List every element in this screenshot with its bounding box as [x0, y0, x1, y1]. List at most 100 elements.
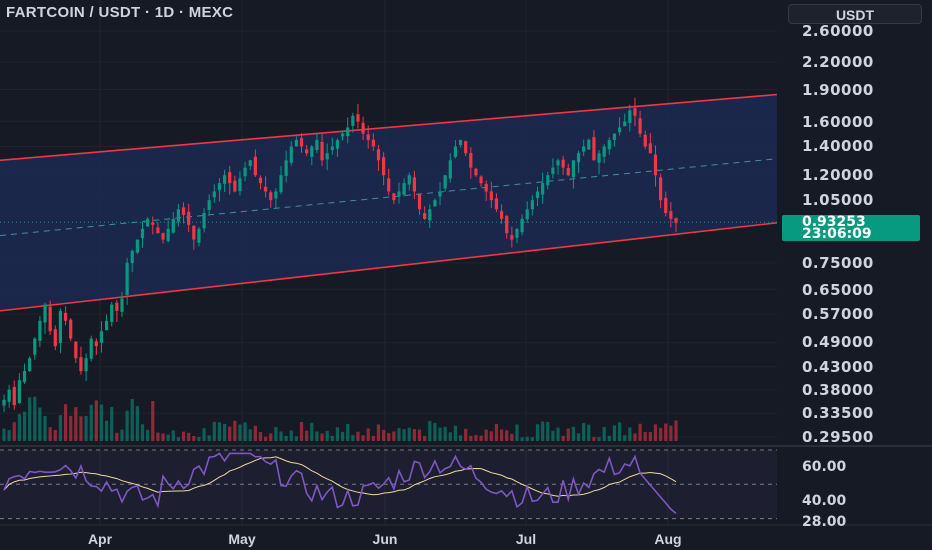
- candle-body: [335, 139, 340, 149]
- candle-body: [382, 157, 386, 176]
- candle-body: [458, 139, 463, 145]
- candle-body: [607, 139, 611, 150]
- volume-bar: [171, 430, 175, 441]
- candle-body: [274, 191, 278, 199]
- volume-bar: [469, 435, 473, 441]
- volume-bar: [335, 427, 340, 441]
- volume-bar: [181, 431, 186, 441]
- candle-body: [664, 197, 668, 214]
- volume-bar: [628, 427, 632, 441]
- candle-body: [361, 122, 365, 134]
- volume-bar: [110, 406, 114, 441]
- candle-body: [566, 168, 570, 176]
- price-tick-label: 1.40000: [802, 137, 874, 156]
- volume-bar: [566, 428, 570, 441]
- volume-bar: [371, 435, 375, 441]
- volume-bar: [233, 420, 237, 441]
- candle-body: [556, 160, 560, 166]
- volume-bar: [115, 432, 119, 441]
- volume-bar: [17, 414, 21, 441]
- volume-bar: [22, 411, 27, 441]
- volume-bar: [494, 424, 499, 441]
- volume-bar: [623, 435, 627, 441]
- candle-body: [146, 218, 150, 227]
- volume-bar: [602, 426, 606, 441]
- volume-bar: [43, 416, 47, 441]
- candle-body: [258, 177, 263, 184]
- volume-bar: [535, 424, 540, 441]
- volume-bar: [433, 423, 437, 441]
- candle-body: [659, 177, 663, 201]
- candle-body: [130, 250, 134, 264]
- volume-bar: [289, 430, 293, 441]
- volume-bar: [28, 397, 32, 441]
- volume-bar: [207, 435, 211, 441]
- volume-bar: [474, 434, 478, 441]
- candle-body: [248, 160, 252, 166]
- candle-body: [7, 389, 11, 402]
- volume-bar: [305, 430, 309, 441]
- volume-bar: [633, 433, 637, 441]
- candle-body: [120, 298, 124, 312]
- volume-bar: [412, 428, 416, 441]
- candle-body: [351, 115, 355, 126]
- candle-body: [79, 357, 83, 372]
- candle-body: [84, 358, 88, 372]
- volume-bar: [484, 429, 488, 441]
- volume-bar: [546, 421, 550, 441]
- volume-bar: [505, 430, 509, 441]
- candle-body: [94, 341, 98, 347]
- candle-body: [346, 127, 350, 137]
- volume-bar: [351, 435, 355, 441]
- candle-body: [38, 320, 42, 341]
- candle-body: [238, 178, 242, 192]
- volume-bar: [499, 429, 504, 441]
- candle-body: [366, 134, 370, 140]
- candle-body: [535, 191, 540, 199]
- volume-bar: [79, 416, 83, 441]
- volume-bar: [140, 424, 145, 441]
- volume-bar: [592, 437, 596, 441]
- candle-body: [197, 228, 201, 243]
- volume-bar: [397, 428, 401, 441]
- candle-body: [392, 193, 396, 201]
- last-price-value: 0.93253: [802, 214, 866, 230]
- candle-body: [515, 228, 519, 238]
- rsi-band: [0, 450, 777, 519]
- candle-body: [294, 139, 298, 147]
- volume-bar: [653, 424, 658, 441]
- candle-body: [89, 338, 93, 359]
- price-tick-label: 2.60000: [802, 22, 874, 40]
- price-tick-label: 2.20000: [802, 53, 874, 72]
- volume-bar: [269, 433, 273, 441]
- volume-bar: [33, 396, 37, 441]
- volume-bar: [638, 423, 642, 441]
- last-price-tag: 0.93253 23:06:09: [782, 215, 920, 241]
- volume-bar: [120, 429, 124, 441]
- candle-body: [674, 218, 678, 223]
- volume-bar: [489, 431, 493, 441]
- volume-bar: [443, 426, 447, 441]
- candle-body: [612, 133, 617, 140]
- candle-body: [115, 302, 119, 311]
- volume-bar: [284, 435, 288, 441]
- volume-bar: [458, 435, 463, 441]
- currency-button[interactable]: USDT: [788, 4, 922, 24]
- candle-body: [561, 159, 565, 168]
- candle-body: [104, 320, 109, 331]
- candle-body: [397, 191, 401, 197]
- volume-bar: [648, 432, 652, 441]
- candle-body: [74, 341, 78, 359]
- candle-body: [669, 211, 673, 219]
- volume-bar: [151, 400, 155, 441]
- volume-bar: [571, 426, 576, 441]
- candle-body: [325, 153, 329, 160]
- candle-body: [438, 191, 442, 197]
- volume-bar: [525, 436, 529, 441]
- symbol-title[interactable]: FARTCOIN / USDT · 1D · MEXC: [6, 4, 234, 21]
- candle-body: [530, 200, 534, 210]
- volume-bar: [238, 424, 242, 441]
- candle-body: [525, 209, 529, 220]
